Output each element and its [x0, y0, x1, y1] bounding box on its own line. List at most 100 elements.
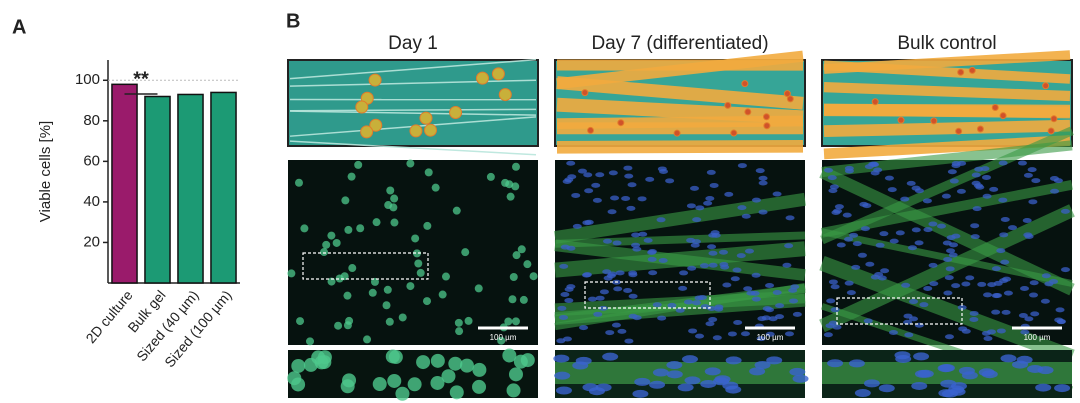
nucleus — [555, 386, 572, 395]
nucleus — [562, 336, 572, 342]
nucleus — [989, 186, 999, 192]
nucleus — [688, 328, 698, 334]
nucleus — [983, 336, 993, 342]
nucleus — [827, 175, 837, 181]
nucleus — [679, 270, 689, 276]
nucleus — [880, 268, 890, 274]
nucleus — [666, 370, 683, 379]
nucleus — [1029, 280, 1039, 286]
cell — [763, 122, 771, 130]
nucleus — [623, 287, 633, 293]
nucleus — [327, 277, 336, 286]
nucleus — [414, 259, 423, 268]
nucleus — [970, 234, 980, 240]
nucleus — [1000, 217, 1010, 223]
nucleus — [772, 191, 782, 197]
nucleus — [991, 266, 1001, 272]
nucleus — [830, 307, 840, 313]
nucleus — [623, 165, 633, 171]
nucleus — [348, 264, 357, 273]
nucleus — [907, 245, 917, 251]
nucleus — [849, 232, 859, 238]
nucleus — [306, 337, 315, 346]
nucleus — [504, 317, 513, 326]
nucleus — [559, 314, 569, 320]
nucleus — [486, 172, 495, 181]
nucleus — [969, 316, 979, 322]
cell — [724, 101, 732, 109]
nucleus — [611, 322, 621, 328]
cell — [783, 90, 791, 98]
nucleus — [627, 182, 637, 188]
nucleus — [411, 234, 420, 243]
nucleus — [564, 297, 574, 303]
nucleus — [928, 221, 938, 227]
fiber — [822, 362, 1072, 384]
nucleus — [751, 296, 761, 302]
nucleus — [472, 362, 487, 377]
fiber — [821, 179, 1073, 238]
nucleus — [725, 385, 742, 394]
nucleus — [879, 231, 889, 237]
nucleus — [887, 187, 897, 193]
nucleus — [1060, 208, 1070, 214]
nucleus — [878, 384, 895, 393]
nucleus — [1029, 292, 1039, 298]
nucleus — [870, 274, 880, 280]
nucleus — [695, 205, 705, 211]
scale-bar-label: 100 µm — [757, 333, 784, 342]
nucleus — [566, 245, 576, 251]
nucleus — [595, 172, 605, 178]
nucleus — [914, 369, 931, 378]
nucleus — [1018, 313, 1028, 319]
bar — [111, 83, 138, 284]
nucleus — [828, 188, 838, 194]
nucleus — [368, 288, 377, 297]
nucleus — [587, 296, 597, 302]
fiber — [556, 97, 804, 125]
nucleus — [977, 281, 987, 287]
fiber — [554, 241, 806, 278]
nucleus — [765, 283, 775, 289]
nucleus — [608, 170, 618, 176]
nucleus — [632, 246, 642, 252]
nucleus — [1035, 383, 1052, 392]
nucleus — [523, 260, 532, 269]
nucleus — [464, 316, 473, 325]
nucleus — [441, 369, 456, 384]
nucleus — [961, 371, 978, 380]
cell — [449, 105, 463, 119]
nucleus — [508, 367, 523, 382]
nucleus — [686, 237, 696, 243]
nucleus — [703, 200, 713, 206]
nucleus — [1020, 285, 1030, 291]
cell — [360, 125, 374, 139]
nucleus — [854, 389, 871, 398]
nucleus — [647, 256, 657, 262]
nucleus — [1055, 307, 1065, 313]
nucleus — [1017, 160, 1027, 166]
nucleus — [322, 240, 331, 249]
zoom-box — [302, 252, 429, 280]
nucleus — [583, 172, 593, 178]
nucleus — [647, 249, 657, 255]
nucleus — [677, 383, 694, 392]
y-tick-label: 100 — [75, 71, 100, 88]
nucleus — [913, 352, 930, 361]
nucleus — [857, 252, 867, 258]
nucleus — [842, 212, 852, 218]
cell — [999, 112, 1007, 120]
nucleus — [631, 232, 641, 238]
nucleus — [422, 297, 431, 306]
nucleus — [758, 180, 768, 186]
nucleus — [836, 242, 846, 248]
nucleus — [667, 302, 677, 308]
nucleus — [372, 377, 387, 392]
nucleus — [423, 221, 432, 230]
nucleus — [737, 205, 747, 211]
nucleus — [998, 197, 1008, 203]
nucleus — [844, 168, 854, 174]
nucleus — [1041, 273, 1051, 279]
cell — [498, 88, 512, 102]
nucleus — [754, 361, 771, 370]
